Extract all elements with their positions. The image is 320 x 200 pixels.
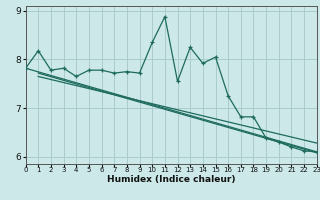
X-axis label: Humidex (Indice chaleur): Humidex (Indice chaleur) xyxy=(107,175,236,184)
